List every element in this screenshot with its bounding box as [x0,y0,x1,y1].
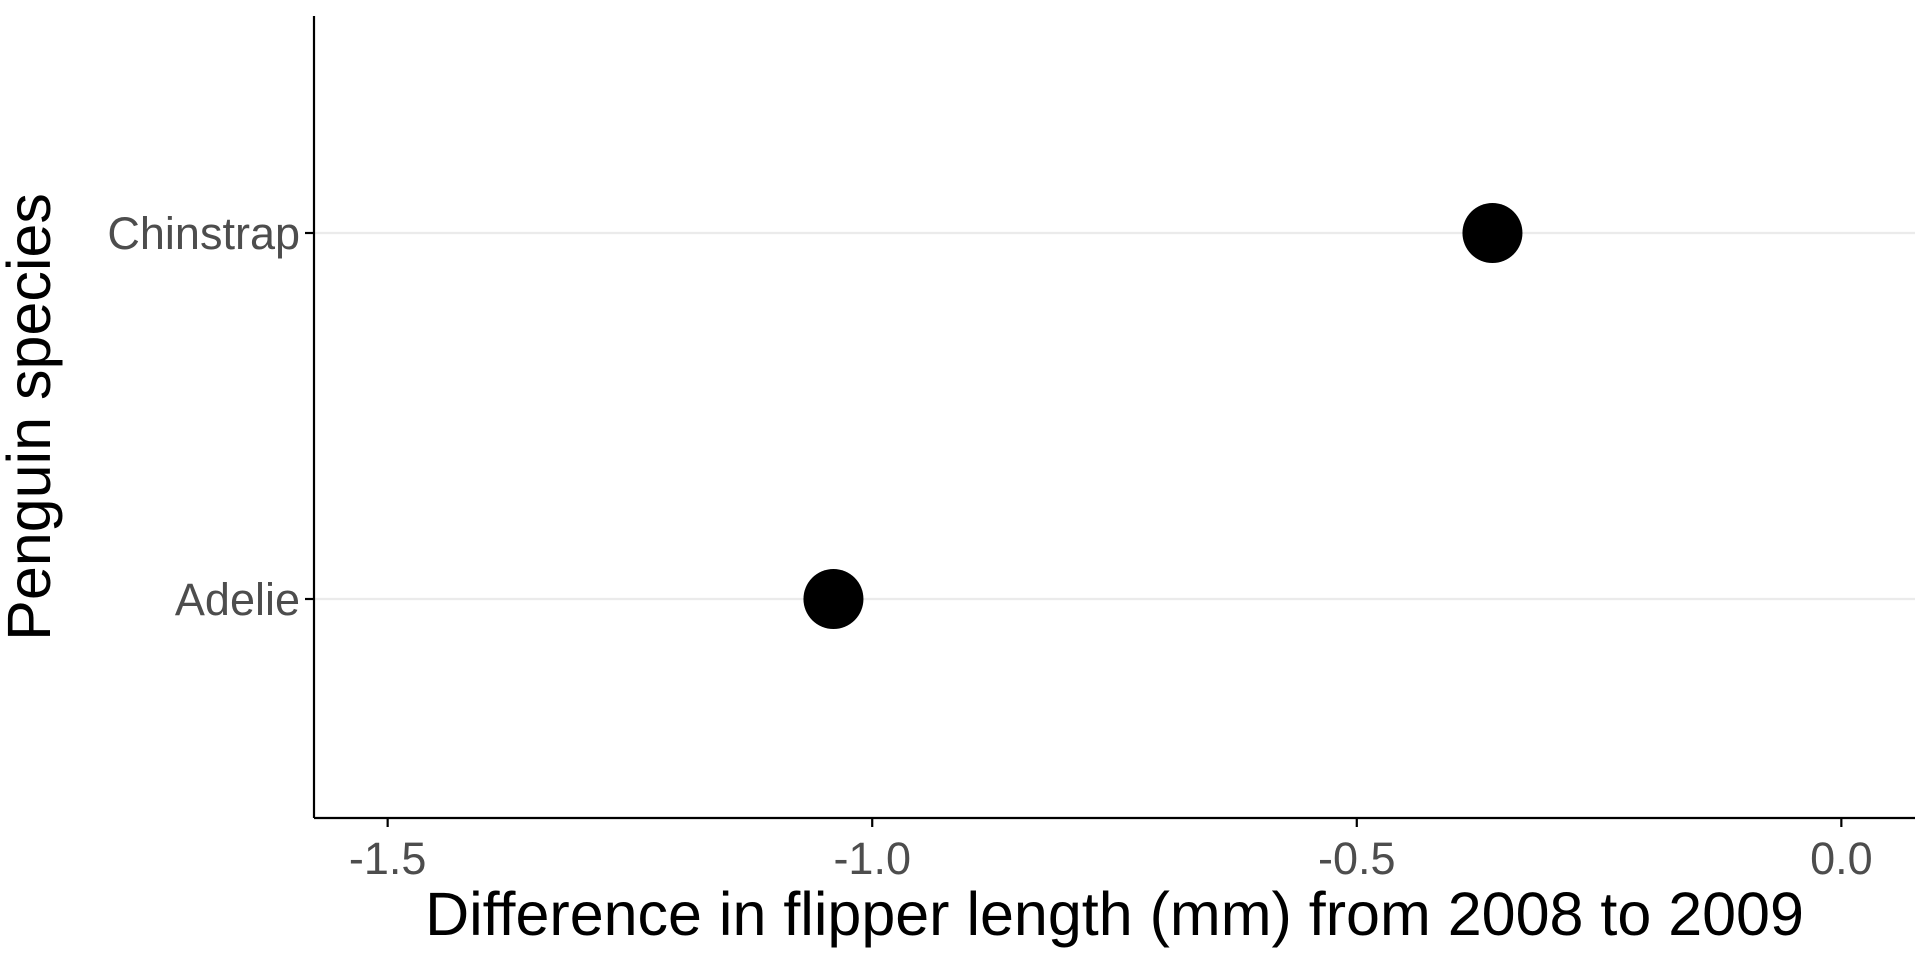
y-tick-label-adelie: Adelie [175,574,300,625]
x-axis-title: Difference in flipper length (mm) from 2… [425,880,1804,948]
y-axis-ticks: Adelie Chinstrap [107,208,314,625]
data-points [803,203,1523,629]
axes [312,16,1915,820]
x-tick-label: -1.5 [349,833,427,884]
data-point-adelie [803,569,864,629]
y-axis-title: Penguin species [0,193,63,641]
x-tick-label: -1.0 [833,833,911,884]
x-axis-ticks: -1.5 -1.0 -0.5 0.0 [349,818,1873,884]
grid-lines [314,231,1915,601]
x-tick-label: -0.5 [1318,833,1396,884]
y-tick-label-chinstrap: Chinstrap [107,208,300,259]
x-tick-label: 0.0 [1810,833,1873,884]
data-point-chinstrap [1462,203,1523,263]
